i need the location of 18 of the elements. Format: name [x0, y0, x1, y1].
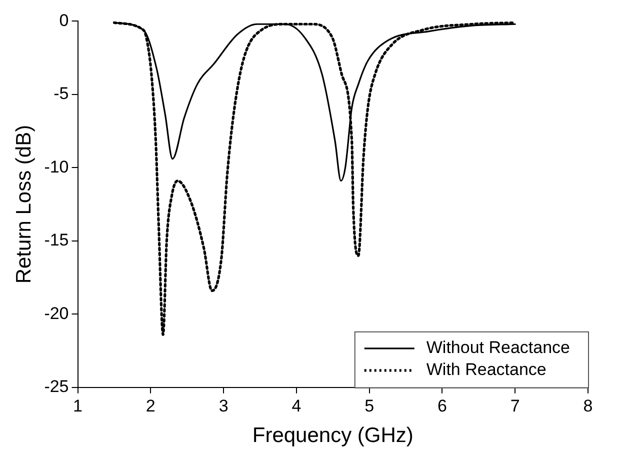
y-tick-label: 0 — [59, 10, 69, 30]
x-axis-title: Frequency (GHz) — [252, 424, 414, 448]
x-tick-label: 5 — [364, 396, 374, 416]
y-axis-title: Return Loss (dB) — [12, 124, 36, 284]
y-tick-label: -10 — [44, 157, 69, 176]
legend-label: Without Reactance — [426, 338, 570, 358]
y-tick-label: -20 — [44, 304, 69, 323]
x-tick-label: 7 — [510, 396, 520, 416]
y-tick-label: -15 — [44, 230, 69, 250]
y-tick-label: -25 — [44, 377, 69, 396]
legend-label: With Reactance — [426, 360, 546, 380]
y-tick-label: -5 — [54, 84, 69, 104]
x-tick-label: 8 — [583, 396, 593, 416]
x-tick-label: 4 — [292, 396, 302, 416]
x-tick-label: 2 — [146, 396, 156, 416]
x-tick-label: 3 — [218, 396, 228, 416]
x-tick-label: 6 — [437, 396, 447, 416]
x-tick-label: 1 — [73, 396, 83, 416]
